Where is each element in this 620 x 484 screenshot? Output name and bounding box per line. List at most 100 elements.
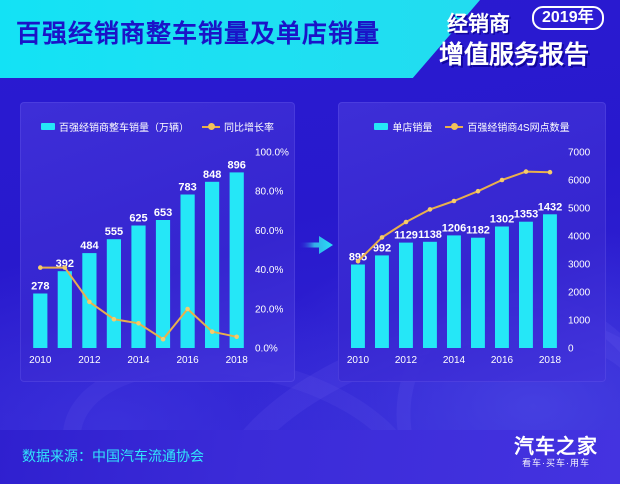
legend-item-line-right: 百强经销商4S网点数量 xyxy=(445,119,570,134)
bar-value-label-2014: 625 xyxy=(129,213,147,225)
xaxis-tick-2014: 2014 xyxy=(127,355,150,366)
bar-value-label-2012: 484 xyxy=(80,240,99,252)
line-point-2011 xyxy=(379,235,385,240)
badge-line2: 增值服务报告 xyxy=(439,41,590,69)
line-point-2010 xyxy=(38,265,43,270)
bar-2010 xyxy=(33,293,48,348)
line-point-2013 xyxy=(111,316,117,322)
bar-2014 xyxy=(131,225,146,348)
chart-panel-left: 百强经销商整车销量（万辆） 同比增长率 278 392 484 555 625 653 78… xyxy=(20,102,295,382)
footer: 数据来源：中国汽车流通协会 汽车之家 看车·买车·用车 xyxy=(0,430,620,484)
line-point-2017 xyxy=(523,169,529,174)
arrow-right-icon xyxy=(299,236,333,254)
bar-value-label-2016: 783 xyxy=(178,182,196,194)
legend-label-bar-right: 单店销量 xyxy=(392,123,433,134)
legend-label-line-left: 同比增长率 xyxy=(224,123,274,134)
yaxis-tick-80: 80.0% xyxy=(255,187,283,198)
logo-main-text: 汽车之家 xyxy=(514,436,598,458)
legend-left: 百强经销商整车销量（万辆） 同比增长率 xyxy=(20,119,295,134)
bar-2016 xyxy=(495,226,509,348)
chart-panel-right: 单店销量 百强经销商4S网点数量 895 992 1129 1138 1206 1182 1… xyxy=(338,102,606,382)
badge-year: 2019年 xyxy=(532,6,604,30)
line-point-2014 xyxy=(451,198,457,204)
yaxis-tick-20: 20.0% xyxy=(255,304,283,315)
bar-value-label-2010: 895 xyxy=(349,252,367,264)
bar-value-label-2017: 848 xyxy=(203,169,221,181)
xaxis-tick-2018: 2018 xyxy=(226,355,249,366)
bar-2016 xyxy=(180,194,195,348)
yaxis-tick-0: 0 xyxy=(568,344,574,355)
yaxis-tick-6000: 6000 xyxy=(568,176,591,187)
badge-line1: 经销商 xyxy=(447,13,510,36)
line-point-2014 xyxy=(136,321,141,326)
page-title: 百强经销商整车销量及单店销量 xyxy=(16,20,381,48)
bar-value-label-2011: 992 xyxy=(373,242,391,254)
yaxis-tick-3000: 3000 xyxy=(568,260,591,271)
line-point-2012 xyxy=(87,299,92,305)
line-point-2010 xyxy=(355,258,361,264)
bar-2013 xyxy=(423,241,437,348)
xaxis-tick-2016: 2016 xyxy=(491,355,514,366)
yaxis-tick-0: 0.0% xyxy=(255,344,278,355)
bar-value-label-2013: 1138 xyxy=(418,229,442,241)
bar-value-label-2015: 1182 xyxy=(466,225,490,237)
line-point-2015 xyxy=(475,188,481,194)
bar-2015 xyxy=(155,220,171,348)
legend-item-line-left: 同比增长率 xyxy=(202,119,274,134)
yaxis-tick-40: 40.0% xyxy=(255,265,283,276)
bar-2018 xyxy=(229,172,244,348)
legend-line-swatch-icon xyxy=(445,123,464,131)
bar-2011 xyxy=(375,255,389,348)
xaxis-tick-2018: 2018 xyxy=(539,355,562,366)
legend-label-line-right: 百强经销商4S网点数量 xyxy=(467,123,570,134)
line-point-2016 xyxy=(185,306,190,312)
bar-2010 xyxy=(351,264,365,348)
bar-2018 xyxy=(543,214,557,348)
line-point-2013 xyxy=(427,207,433,212)
xaxis-tick-2010: 2010 xyxy=(29,355,52,366)
line-point-2017 xyxy=(209,329,215,334)
logo-tagline: 看车·买车·用车 xyxy=(522,458,590,468)
data-source-text: 数据来源：中国汽车流通协会 xyxy=(22,448,204,464)
yaxis-tick-2000: 2000 xyxy=(568,288,591,299)
bar-value-label-2016: 1302 xyxy=(490,214,514,226)
legend-label-bar-left: 百强经销商整车销量（万辆） xyxy=(59,123,189,134)
xaxis-tick-2014: 2014 xyxy=(443,355,466,366)
xaxis-tick-2012: 2012 xyxy=(395,355,418,366)
brand-logo: 汽车之家 看车·买车·用车 xyxy=(504,436,608,478)
bar-2013 xyxy=(106,239,121,348)
bar-value-label-2018: 896 xyxy=(228,159,246,171)
legend-right: 单店销量 百强经销商4S网点数量 xyxy=(338,119,606,134)
bar-value-label-2014: 1206 xyxy=(442,222,466,234)
bar-2017 xyxy=(205,181,220,348)
line-point-2016 xyxy=(499,177,505,183)
yaxis-tick-60: 60.0% xyxy=(255,226,283,237)
chart-left: 278 392 484 555 625 653 783 848 896 0.0% 20.0% 40.0… xyxy=(20,102,295,382)
yaxis-tick-4000: 4000 xyxy=(568,232,591,243)
bar-2017 xyxy=(519,221,533,348)
legend-item-bar-left: 百强经销商整车销量（万辆） xyxy=(41,119,189,134)
bar-value-label-2012: 1129 xyxy=(394,230,418,242)
bar-2014 xyxy=(447,235,461,348)
yaxis-tick-5000: 5000 xyxy=(568,204,591,215)
xaxis-tick-2012: 2012 xyxy=(78,355,101,366)
legend-bar-swatch-icon xyxy=(374,123,389,130)
yaxis-tick-7000: 7000 xyxy=(568,148,591,159)
legend-line-swatch-icon xyxy=(202,123,220,131)
yaxis-tick-1000: 1000 xyxy=(568,316,591,327)
header: 百强经销商整车销量及单店销量 经销商 2019年 增值服务报告 xyxy=(0,0,620,78)
bar-2012 xyxy=(399,242,413,348)
line-point-2018 xyxy=(234,334,239,340)
bar-value-label-2018: 1432 xyxy=(538,201,562,213)
bar-value-label-2013: 555 xyxy=(105,226,123,238)
xaxis-tick-2010: 2010 xyxy=(347,355,370,366)
xaxis-tick-2016: 2016 xyxy=(176,355,199,366)
legend-bar-swatch-icon xyxy=(41,123,55,130)
bar-value-label-2015: 653 xyxy=(154,207,172,219)
report-badge: 经销商 2019年 增值服务报告 xyxy=(431,2,616,78)
legend-item-bar-right: 单店销量 xyxy=(374,119,432,134)
yaxis-tick-100: 100.0% xyxy=(255,148,289,159)
